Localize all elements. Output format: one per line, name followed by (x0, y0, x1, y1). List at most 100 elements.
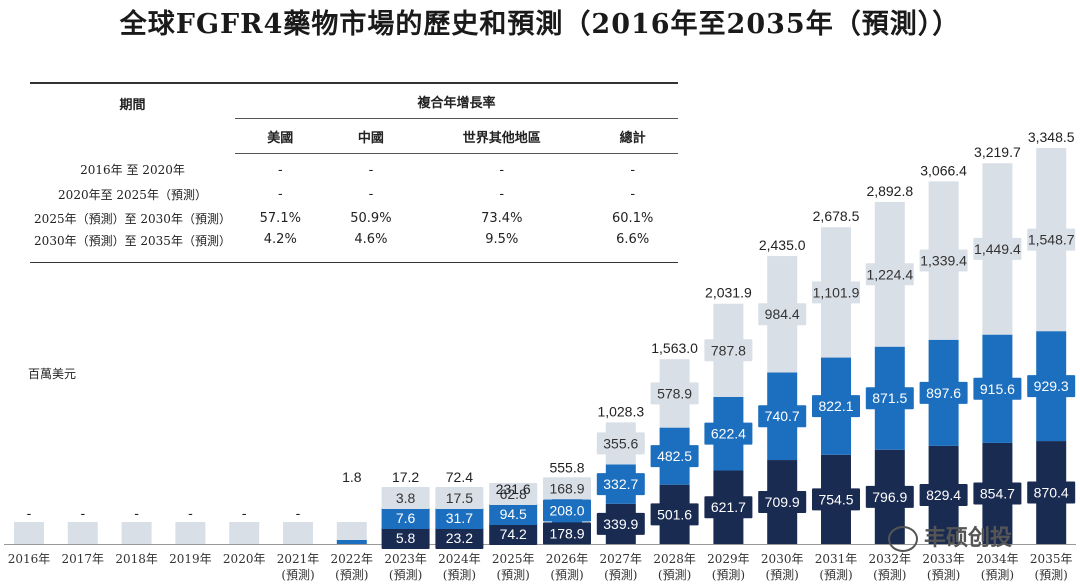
x-tick-label: 2031年 (815, 552, 858, 566)
cagr-table: 期間 複合年增長率 美國 中國 世界其他地區 總計 2016年 至 2020年 … (30, 82, 678, 263)
cell: - (630, 162, 636, 178)
total-label: 2,892.8 (866, 183, 913, 199)
cell: 50.9% (350, 210, 392, 226)
value-label-box (1027, 481, 1076, 504)
chart-title: 全球FGFR4藥物市場的歷史和預測（2016年至2035年（預測）） (119, 9, 961, 40)
cell: 4.2% (235, 230, 326, 263)
value-label-box (650, 503, 699, 526)
value-label: 870.4 (1034, 485, 1069, 501)
value-label-box (435, 487, 484, 509)
value-label: 355.6 (603, 435, 638, 451)
value-label: 7.6 (396, 510, 416, 526)
total-label: - (134, 505, 139, 521)
bar-placeholder (67, 522, 98, 544)
x-tick-sublabel: (預測) (550, 568, 583, 582)
value-label-box (758, 405, 807, 428)
value-label-box (865, 485, 914, 508)
x-tick-label: 2029年 (707, 552, 750, 566)
x-tick-sublabel: (預測) (1035, 568, 1068, 582)
total-label: 1,028.3 (597, 403, 644, 419)
cell: 6.6% (587, 230, 678, 263)
value-label: 178.9 (549, 525, 584, 541)
total-label: 3,348.5 (1028, 129, 1075, 145)
x-tick-label: 2016年 (8, 552, 51, 566)
value-label-box (596, 473, 645, 496)
row-period: 2020年至 2025年（預測） (58, 187, 207, 202)
value-label-box (758, 303, 807, 326)
x-tick-label: 2024年 (438, 552, 481, 566)
bar-placeholder (14, 522, 44, 544)
x-tick-sublabel: (預測) (497, 568, 530, 582)
cell: - (277, 162, 283, 178)
x-tick-label: 2033年 (922, 552, 965, 566)
value-label: 3.8 (396, 490, 416, 506)
watermark-text: 丰硕创投 (924, 526, 1013, 551)
value-label-box (381, 527, 430, 549)
value-label: 915.6 (980, 381, 1015, 397)
total-label: 3,066.4 (920, 162, 967, 178)
cell: - (277, 186, 283, 202)
value-label: 871.5 (872, 390, 907, 406)
x-tick-sublabel: (預測) (766, 568, 799, 582)
total-label: - (27, 505, 32, 521)
x-tick-label: 2034年 (976, 552, 1019, 566)
value-label: 17.5 (446, 490, 473, 506)
value-label: 854.7 (980, 485, 1015, 501)
value-label-box (435, 507, 484, 529)
value-label: 23.2 (446, 530, 473, 546)
x-tick-sublabel: (預測) (443, 568, 476, 582)
value-label-box (489, 523, 538, 545)
value-label-box (650, 445, 699, 468)
x-tick-label: 2022年 (331, 552, 374, 566)
value-label-box (435, 527, 484, 549)
value-label: 482.5 (657, 448, 692, 464)
bar-placeholder (121, 522, 152, 544)
total-label: 1,563.0 (651, 340, 698, 356)
x-tick-sublabel: (預測) (281, 568, 314, 582)
cell: - (499, 162, 505, 178)
table-row: 2020年至 2025年（預測） - - - - (30, 182, 678, 206)
table-row: 2025年（預測）至 2030年（預測） 57.1% 50.9% 73.4% 6… (30, 206, 678, 230)
value-label-box (865, 263, 914, 286)
value-label: 796.9 (872, 489, 907, 505)
value-label: 501.6 (657, 506, 692, 522)
value-label-box (973, 482, 1022, 505)
value-label-box (381, 487, 430, 509)
value-label-box (812, 395, 860, 418)
row-period: 2025年（預測）至 2030年（預測） (34, 211, 231, 226)
cell: 4.6% (325, 230, 417, 263)
cell: - (368, 186, 374, 202)
value-label-box (596, 512, 645, 535)
x-tick-label: 2032年 (869, 552, 912, 566)
row-period: 2030年（預測）至 2035年（預測） (30, 230, 235, 263)
value-label-box (758, 491, 807, 514)
value-label-box (543, 499, 591, 522)
total-label: 72.4 (446, 469, 473, 485)
value-label: 332.7 (603, 476, 638, 492)
table-row: 2030年（預測）至 2035年（預測） 4.2% 4.6% 9.5% 6.6% (30, 230, 678, 263)
col-total: 總計 (587, 118, 678, 154)
total-label: 17.2 (392, 469, 419, 485)
value-label-box (812, 488, 860, 511)
cell: 57.1% (259, 210, 301, 226)
value-label: 740.7 (765, 408, 800, 424)
bar-placeholder (229, 522, 260, 544)
x-tick-sublabel: (預測) (712, 568, 745, 582)
x-tick-label: 2019年 (169, 552, 212, 566)
x-tick-label: 2017年 (62, 552, 105, 566)
value-label-box (919, 483, 968, 506)
value-label-box (543, 477, 591, 500)
value-label: 62.8 (500, 486, 527, 502)
x-tick-label: 2018年 (115, 552, 158, 566)
cell: 9.5% (416, 230, 588, 263)
x-tick-sublabel: (預測) (335, 568, 368, 582)
col-china: 中國 (325, 118, 417, 154)
total-label: - (296, 505, 301, 521)
value-label-box (489, 483, 538, 505)
cell: 60.1% (612, 210, 654, 226)
cagr-header: 複合年增長率 (235, 82, 678, 119)
bar-placeholder (283, 522, 313, 544)
x-tick-label: 2021年 (277, 552, 320, 566)
x-tick-label: 2023年 (384, 552, 427, 566)
